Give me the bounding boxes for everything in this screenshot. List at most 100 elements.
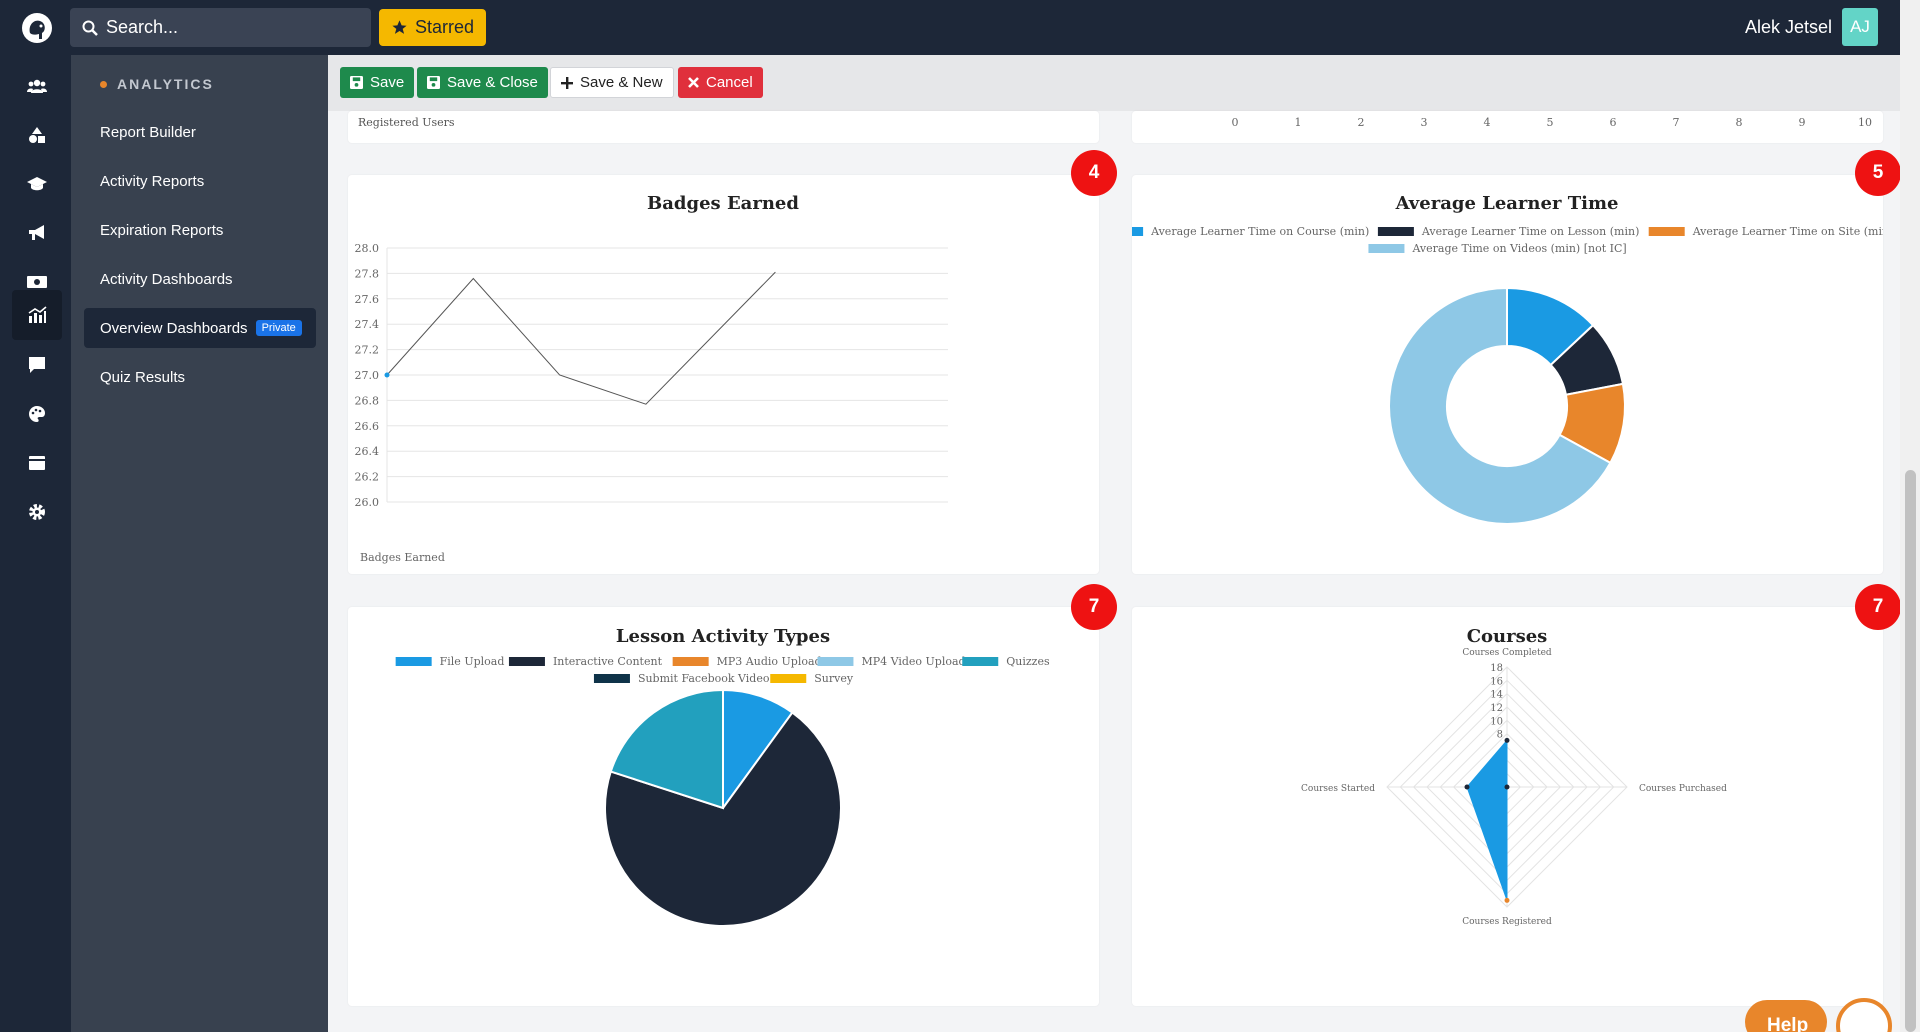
y-tick: 28.0: [355, 242, 380, 255]
search-placeholder: Search...: [106, 17, 179, 37]
x-axis-label: Badges Earned: [360, 551, 445, 564]
nav-item-overview-dashboards[interactable]: Overview Dashboards Private: [84, 308, 316, 348]
chart-title: Lesson Activity Types: [616, 626, 830, 647]
y-tick: 27.2: [355, 344, 380, 357]
chart-series: [1464, 737, 1510, 903]
legend-label: Submit Facebook Video: [638, 672, 770, 685]
legend-swatch: [770, 674, 807, 683]
nav-item-label: Overview Dashboards: [100, 319, 248, 337]
nav-item-expiration-reports[interactable]: Expiration Reports: [84, 210, 316, 250]
money-icon[interactable]: [12, 257, 62, 307]
save-new-label: Save & New: [580, 74, 663, 91]
save-new-button[interactable]: Save & New: [550, 67, 674, 98]
users-icon[interactable]: [12, 61, 62, 111]
radar-tick: 14: [1490, 690, 1503, 701]
x-tick: 6: [1610, 116, 1617, 129]
legend-swatch: [1132, 227, 1144, 236]
radar-axis-label: Courses Purchased: [1639, 784, 1727, 794]
courses-chart: Courses Courses Completed Courses Purchas…: [1301, 626, 1727, 927]
legend-swatch: [1377, 227, 1414, 236]
nav-item-label: Activity Reports: [100, 172, 205, 190]
section-title: ANALYTICS: [100, 76, 214, 92]
chart-title: Average Learner Time: [1395, 193, 1619, 214]
x-tick: 10: [1858, 116, 1872, 129]
registered-users-card: Registered Users: [348, 111, 1099, 143]
x-tick: 1: [1295, 116, 1302, 129]
radar-point: [1504, 784, 1510, 790]
starred-button[interactable]: Starred: [379, 9, 486, 46]
chart-series: [384, 271, 776, 405]
y-tick: 27.8: [355, 267, 380, 280]
action-toolbar: Save Save & Close Save & New Cancel: [328, 55, 1900, 111]
starred-label: Starred: [414, 17, 475, 37]
save-button[interactable]: Save: [340, 67, 415, 98]
elephant-logo-icon[interactable]: [20, 11, 54, 45]
save-close-button[interactable]: Save & Close: [417, 67, 548, 98]
legend-label: Average Time on Videos (min) [not IC]: [1411, 242, 1626, 255]
nav-item-report-builder[interactable]: Report Builder: [84, 112, 316, 152]
legend-swatch: [817, 657, 854, 666]
cancel-label: Cancel: [706, 74, 753, 91]
scrollbar-thumb[interactable]: [1905, 470, 1916, 1032]
megaphone-icon[interactable]: [12, 208, 62, 258]
legend-swatch: [1648, 227, 1685, 236]
legend-swatch: [395, 657, 432, 666]
y-tick: 27.4: [355, 318, 380, 331]
radar-point: [1504, 897, 1510, 903]
legend-label: Average Learner Time on Lesson (min): [1421, 225, 1640, 238]
legend-label: Survey: [814, 672, 854, 685]
avatar[interactable]: AJ: [1842, 8, 1878, 46]
nav-item-quiz-results[interactable]: Quiz Results: [84, 357, 316, 397]
chart-title: Badges Earned: [647, 193, 799, 214]
legend-label: Average Learner Time on Site (min): [1692, 225, 1883, 238]
x-tick: 4: [1484, 116, 1491, 129]
widget-number-badge: 4: [1071, 150, 1117, 196]
floppy-icon: [350, 76, 363, 89]
nav-item-activity-reports[interactable]: Activity Reports: [84, 161, 316, 201]
x-tick: 2: [1358, 116, 1365, 129]
chat-icon[interactable]: [12, 340, 62, 390]
cancel-button[interactable]: Cancel: [678, 67, 763, 98]
widget-number-badge: 5: [1855, 150, 1901, 196]
widget-number-badge: 7: [1071, 584, 1117, 630]
data-point: [384, 372, 390, 378]
nav-item-activity-dashboards[interactable]: Activity Dashboards: [84, 259, 316, 299]
palette-icon[interactable]: [12, 389, 62, 439]
nav-item-label: Quiz Results: [100, 368, 186, 386]
legend-label: MP4 Video Upload: [861, 655, 965, 668]
nav-item-label: Report Builder: [100, 123, 196, 141]
graduation-cap-icon[interactable]: [12, 159, 62, 209]
x-tick: 8: [1736, 116, 1743, 129]
chart-grid: [386, 247, 948, 503]
help-button[interactable]: Help: [1745, 1000, 1827, 1032]
chart-slices: [604, 688, 842, 927]
radar-tick: 16: [1490, 676, 1503, 687]
radar-axis-label: Courses Started: [1301, 784, 1375, 794]
page-scrollbar[interactable]: [1900, 0, 1920, 1032]
badges-earned-chart: Badges Earned 28.0 27.8 27.6 27.4 27.2 27.0 26…: [355, 193, 948, 564]
private-badge: Private: [255, 320, 302, 336]
radar-tick: 10: [1490, 716, 1503, 727]
gear-icon[interactable]: [12, 487, 62, 537]
shapes-icon[interactable]: [12, 110, 62, 160]
widget-number-badge: 7: [1855, 584, 1901, 630]
analytics-icon[interactable]: [12, 290, 62, 340]
user-name[interactable]: Alek Jetsel: [1744, 17, 1832, 37]
y-tick: 26.8: [355, 394, 380, 407]
series-line: [386, 271, 776, 405]
y-tick: 27.6: [355, 293, 380, 306]
y-axis-ticks: 28.0 27.8 27.6 27.4 27.2 27.0 26.8 26.6 26.4 26.2…: [355, 242, 380, 509]
close-icon: [688, 77, 699, 88]
average-learner-time-chart: Average Learner Time Average Learner Tim…: [1132, 193, 1883, 525]
y-tick: 26.2: [355, 471, 380, 484]
save-close-label: Save & Close: [447, 74, 538, 91]
search-input[interactable]: Search...: [70, 8, 371, 47]
star-icon: [392, 20, 407, 34]
x-tick: 3: [1421, 116, 1428, 129]
calendar-icon[interactable]: [12, 438, 62, 488]
top-right-axis: 0 1 2 3 4 5 6 7 8 9 10: [1232, 116, 1873, 129]
chart-title: Courses: [1467, 626, 1548, 647]
y-tick: 26.4: [355, 445, 380, 458]
radar-tick: 18: [1490, 663, 1503, 674]
y-tick: 26.6: [355, 420, 380, 433]
